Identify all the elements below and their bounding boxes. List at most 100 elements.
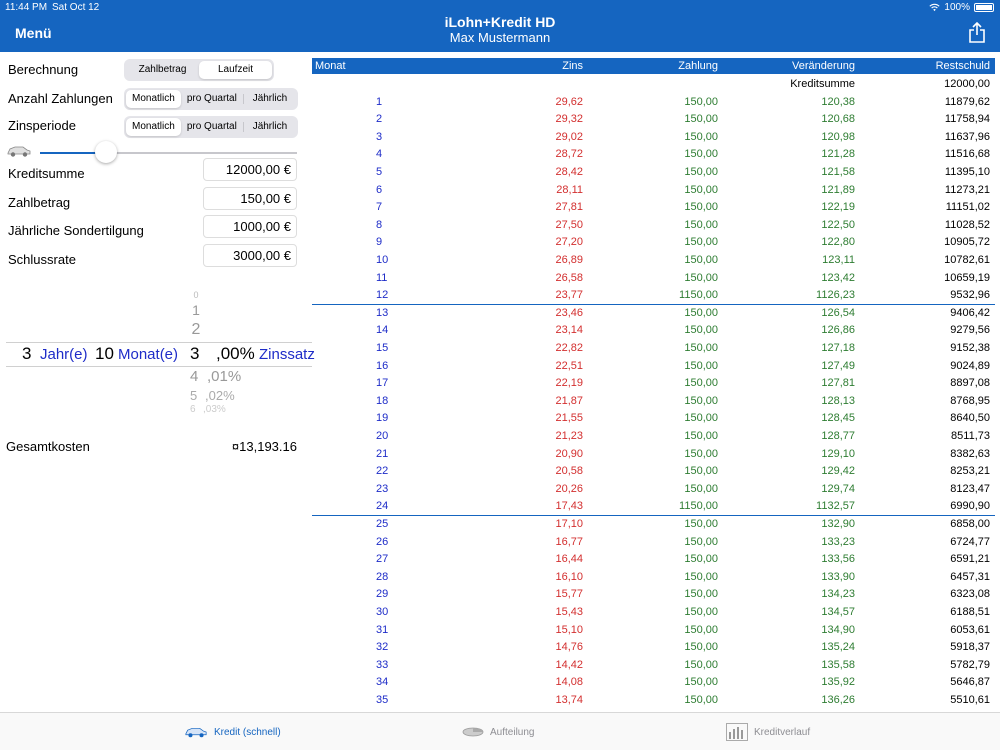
segment-jaehrlich[interactable]: Jährlich: [252, 93, 288, 104]
cell-zahlung: 150,00: [684, 324, 718, 337]
cell-restschuld: 6724,77: [950, 535, 990, 548]
cell-veraenderung: 133,23: [821, 535, 855, 548]
cell-restschuld: 5510,61: [950, 693, 990, 706]
cell-zahlung: 150,00: [684, 113, 718, 126]
user-name: Max Mustermann: [449, 30, 551, 45]
cell-restschuld: 6053,61: [950, 623, 990, 636]
segment-monatlich[interactable]: Monatlich: [126, 90, 181, 108]
segment-pro-quartal[interactable]: pro Quartal: [186, 93, 237, 104]
picker-rate-int[interactable]: 3: [190, 344, 200, 363]
cell-restschuld: 11637,96: [944, 130, 990, 143]
cell-restschuld: 10659,19: [944, 271, 990, 284]
slider-track[interactable]: [40, 152, 297, 154]
cell-restschuld: 6188,51: [950, 605, 990, 618]
amortization-table[interactable]: Monat Zins Zahlung Veränderung Restschul…: [312, 58, 995, 712]
cell-zahlung: 150,00: [684, 201, 718, 214]
cell-zins: 15,77: [555, 588, 583, 601]
anzahl-zahlungen-segmented-control[interactable]: Monatlich pro Quartal Jährlich: [124, 88, 298, 110]
tab-label: Kreditverlauf: [754, 726, 811, 738]
cell-zins: 14,08: [555, 676, 583, 689]
picker-rate-dec[interactable]: ,00%: [216, 344, 255, 363]
segment-laufzeit[interactable]: Laufzeit: [199, 61, 272, 79]
picker-selection-bottom: [6, 366, 312, 367]
cell-zins: 27,81: [555, 201, 583, 214]
cell-restschuld: 9406,42: [950, 306, 990, 319]
table-row: 34 14,08 150,00 135,92 5646,87: [312, 673, 995, 691]
cell-zahlung: 150,00: [684, 641, 718, 654]
segment-pro-quartal[interactable]: pro Quartal: [186, 121, 237, 132]
cell-zins: 26,58: [555, 271, 583, 284]
tab-aufteilung[interactable]: Aufteilung: [462, 713, 534, 751]
cell-veraenderung: 135,58: [821, 658, 855, 671]
initial-label: Kreditsumme: [790, 78, 855, 90]
table-row: 12 23,77 1150,00 1126,23 9532,96: [312, 286, 995, 304]
cell-zahlung: 150,00: [684, 359, 718, 372]
segment-divider: [242, 122, 244, 132]
table-row: 3 29,02 150,00 120,98 11637,96: [312, 128, 995, 146]
gesamtkosten-label: Gesamtkosten: [6, 439, 90, 454]
cell-zins: 23,77: [555, 289, 583, 302]
picker-years[interactable]: 3: [22, 344, 32, 363]
slider-thumb[interactable]: [95, 141, 118, 163]
share-icon[interactable]: [968, 22, 986, 44]
cell-zahlung: 150,00: [684, 236, 718, 249]
cell-zahlung: 150,00: [684, 570, 718, 583]
sondertilgung-input[interactable]: 1000,00 €: [203, 215, 297, 238]
cell-zins: 13,74: [555, 693, 583, 706]
cell-zins: 16,10: [555, 570, 583, 583]
cell-monat: 4: [376, 148, 383, 161]
cell-monat: 21: [376, 447, 389, 460]
cell-monat: 6: [376, 183, 383, 196]
menu-button[interactable]: Menü: [15, 25, 52, 41]
schlussrate-input[interactable]: 3000,00 €: [203, 244, 297, 267]
kreditsumme-input[interactable]: 12000,00 €: [203, 158, 297, 181]
berechnung-segmented-control[interactable]: Zahlbetrag Laufzeit: [124, 59, 274, 81]
year-separator: [312, 303, 995, 305]
cell-monat: 22: [376, 465, 389, 478]
cell-zins: 29,62: [555, 95, 583, 108]
cell-veraenderung: 123,11: [822, 253, 855, 266]
header-restschuld: Restschuld: [935, 60, 990, 72]
cell-zins: 15,43: [555, 605, 583, 618]
table-row: 8 27,50 150,00 122,50 11028,52: [312, 216, 995, 234]
header-zahlung: Zahlung: [678, 60, 718, 72]
battery-icon: [974, 3, 994, 12]
tab-kredit-schnell[interactable]: Kredit (schnell): [184, 713, 281, 751]
table-row: 33 14,42 150,00 135,58 5782,79: [312, 656, 995, 674]
cell-veraenderung: 129,74: [821, 482, 855, 495]
cell-restschuld: 6323,08: [950, 588, 990, 601]
laufzeit-zinssatz-picker[interactable]: 0 1 2 3 Jahr(e) 10 Monat(e) 3 ,00% Zinss…: [0, 288, 315, 418]
zahlbetrag-input[interactable]: 150,00 €: [203, 187, 297, 210]
cell-restschuld: 6457,31: [950, 570, 990, 583]
table-row: 20 21,23 150,00 128,77 8511,73: [312, 427, 995, 445]
slider-fill: [40, 152, 105, 154]
table-row: 23 20,26 150,00 129,74 8123,47: [312, 480, 995, 498]
cell-monat: 2: [376, 113, 383, 126]
tab-label: Aufteilung: [490, 726, 535, 738]
table-row: 9 27,20 150,00 122,80 10905,72: [312, 233, 995, 251]
tab-kreditverlauf[interactable]: Kreditverlauf: [726, 713, 810, 751]
table-row: 1 29,62 150,00 120,38 11879,62: [312, 93, 995, 111]
segment-zahlbetrag[interactable]: Zahlbetrag: [138, 64, 187, 75]
segment-jaehrlich[interactable]: Jährlich: [252, 121, 288, 132]
table-row: 4 28,72 150,00 121,28 11516,68: [312, 145, 995, 163]
cell-veraenderung: 133,90: [821, 570, 855, 583]
cell-zahlung: 150,00: [684, 658, 718, 671]
cell-monat: 12: [376, 289, 389, 302]
segment-divider: [242, 94, 244, 104]
cell-restschuld: 8897,08: [950, 377, 990, 390]
cell-restschuld: 8253,21: [950, 465, 990, 478]
cell-zahlung: 1150,00: [679, 500, 718, 513]
cell-zahlung: 150,00: [684, 341, 718, 354]
cell-monat: 27: [376, 553, 389, 566]
cell-restschuld: 11395,10: [944, 165, 990, 178]
segment-monatlich[interactable]: Monatlich: [126, 118, 181, 136]
cell-restschuld: 11879,62: [944, 95, 990, 108]
initial-value: 12000,00: [944, 78, 990, 90]
cell-zahlung: 150,00: [684, 447, 718, 460]
table-row: 30 15,43 150,00 134,57 6188,51: [312, 603, 995, 621]
picker-months[interactable]: 10: [95, 344, 114, 363]
zinsperiode-segmented-control[interactable]: Monatlich pro Quartal Jährlich: [124, 116, 298, 138]
cell-veraenderung: 134,90: [821, 623, 855, 636]
cell-zahlung: 150,00: [684, 271, 718, 284]
